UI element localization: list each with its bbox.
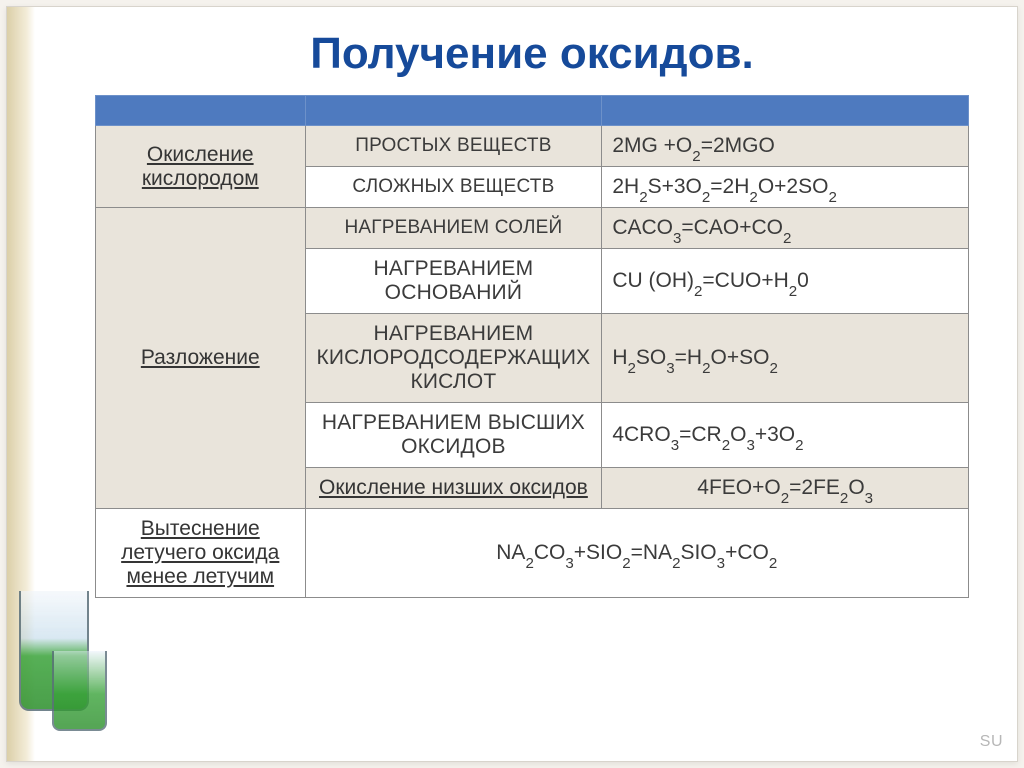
- equation-cell: CACO3=CAO+CO2: [602, 208, 969, 249]
- equation-cell: 2H2S+3O2=2H2O+2SO2: [602, 167, 969, 208]
- table-row: Окисление кислородом ПРОСТЫХ ВЕЩЕСТВ 2MG…: [96, 126, 969, 167]
- table-header-row: [96, 96, 969, 126]
- watermark-text: SU: [980, 733, 1003, 751]
- equation-cell: H2SO3=H2O+SO2: [602, 314, 969, 403]
- method-cell: Вытеснение летучего оксида менее летучим: [96, 509, 306, 598]
- subtype-cell: НАГРЕВАНИЕМ ОСНОВАНИЙ: [305, 249, 602, 314]
- equation-cell: NA2CO3+SIO2=NA2SIO3+CO2: [305, 509, 968, 598]
- equation-cell: 4CRO3=CR2O3+3O2: [602, 403, 969, 468]
- page-title: Получение оксидов.: [95, 29, 969, 79]
- subtype-cell: СЛОЖНЫХ ВЕЩЕСТВ: [305, 167, 602, 208]
- header-cell: [602, 96, 969, 126]
- table-row: Вытеснение летучего оксида менее летучим…: [96, 509, 969, 598]
- equation-cell: CU (OH)2=CUO+H20: [602, 249, 969, 314]
- subtype-cell: ПРОСТЫХ ВЕЩЕСТВ: [305, 126, 602, 167]
- oxides-table: Окисление кислородом ПРОСТЫХ ВЕЩЕСТВ 2MG…: [95, 95, 969, 598]
- subtype-cell: НАГРЕВАНИЕМ ВЫСШИХ ОКСИДОВ: [305, 403, 602, 468]
- header-cell: [96, 96, 306, 126]
- slide-frame: Получение оксидов. Окисление кислородом …: [6, 6, 1018, 762]
- method-cell: Окисление кислородом: [96, 126, 306, 208]
- content-area: Получение оксидов. Окисление кислородом …: [7, 7, 1017, 618]
- subtype-cell: НАГРЕВАНИЕМ КИСЛОРОДСОДЕРЖАЩИХ КИСЛОТ: [305, 314, 602, 403]
- subtype-cell: НАГРЕВАНИЕМ СОЛЕЙ: [305, 208, 602, 249]
- equation-cell: 4FEO+O2=2FE2O3: [602, 468, 969, 509]
- method-cell: Окисление низших оксидов: [305, 468, 602, 509]
- header-cell: [305, 96, 602, 126]
- equation-cell: 2MG +O2=2MGO: [602, 126, 969, 167]
- method-cell: Разложение: [96, 208, 306, 509]
- beaker-decor-2: [52, 651, 107, 731]
- table-row: Разложение НАГРЕВАНИЕМ СОЛЕЙ CACO3=CAO+C…: [96, 208, 969, 249]
